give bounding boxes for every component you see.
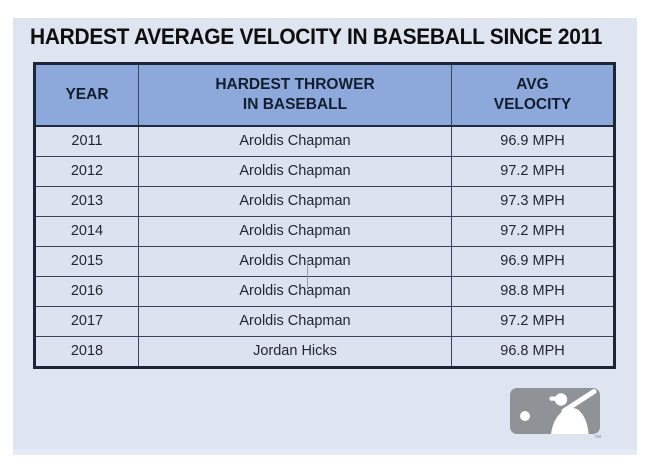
cell-year: 2013 bbox=[34, 186, 139, 217]
header-row: YEAR HARDEST THROWER IN BASEBALL AVG VEL… bbox=[34, 63, 615, 127]
header-line: VELOCITY bbox=[493, 96, 572, 113]
cell-thrower: Aroldis Chapman bbox=[138, 186, 452, 217]
cell-thrower: Aroldis Chapman bbox=[138, 216, 452, 247]
cell-velocity: 97.2 MPH bbox=[451, 306, 615, 337]
header-line: YEAR bbox=[65, 85, 109, 103]
cell-velocity: 96.9 MPH bbox=[451, 125, 615, 157]
col-header-velocity: AVG VELOCITY bbox=[451, 63, 615, 127]
header-line: HARDEST THROWER bbox=[215, 75, 375, 93]
trademark-symbol: ™ bbox=[594, 435, 601, 442]
cell-thrower: Aroldis Chapman bbox=[138, 276, 452, 307]
table-row: 2017 Aroldis Chapman 97.2 MPH bbox=[34, 306, 615, 337]
cell-year: 2018 bbox=[34, 336, 139, 368]
velocity-table: YEAR HARDEST THROWER IN BASEBALL AVG VEL… bbox=[33, 62, 616, 369]
cell-velocity: 97.2 MPH bbox=[451, 156, 615, 187]
col-header-year: YEAR bbox=[34, 63, 139, 127]
table-row: 2011 Aroldis Chapman 96.9 MPH bbox=[34, 125, 615, 157]
text-cursor-artifact bbox=[307, 262, 308, 289]
table-row: 2016 Aroldis Chapman 98.8 MPH bbox=[34, 276, 615, 307]
table-row: 2015 Aroldis Chapman 96.9 MPH bbox=[34, 246, 615, 277]
page-title: HARDEST AVERAGE VELOCITY IN BASEBALL SIN… bbox=[30, 24, 603, 49]
cell-velocity: 98.8 MPH bbox=[451, 276, 615, 307]
col-header-thrower: HARDEST THROWER IN BASEBALL bbox=[138, 63, 452, 127]
table-row: 2018 Jordan Hicks 96.8 MPH bbox=[34, 336, 615, 368]
cell-year: 2015 bbox=[34, 246, 139, 277]
cell-year: 2011 bbox=[34, 125, 139, 157]
cell-year: 2012 bbox=[34, 156, 139, 187]
cell-thrower: Aroldis Chapman bbox=[138, 306, 452, 337]
cell-thrower: Jordan Hicks bbox=[138, 336, 452, 368]
cell-velocity: 97.2 MPH bbox=[451, 216, 615, 247]
cell-thrower: Aroldis Chapman bbox=[138, 156, 452, 187]
cell-velocity: 97.3 MPH bbox=[451, 186, 615, 217]
cell-velocity: 96.9 MPH bbox=[451, 246, 615, 277]
infographic-card: HARDEST AVERAGE VELOCITY IN BASEBALL SIN… bbox=[13, 18, 637, 455]
header-line: AVG bbox=[516, 75, 549, 93]
table-row: 2014 Aroldis Chapman 97.2 MPH bbox=[34, 216, 615, 247]
cell-velocity: 96.8 MPH bbox=[451, 336, 615, 368]
cell-year: 2014 bbox=[34, 216, 139, 247]
mlb-logo: ™ bbox=[510, 388, 601, 442]
table-row: 2013 Aroldis Chapman 97.3 MPH bbox=[34, 186, 615, 217]
table-row: 2012 Aroldis Chapman 97.2 MPH bbox=[34, 156, 615, 187]
cell-year: 2017 bbox=[34, 306, 139, 337]
mlb-batter-icon bbox=[510, 388, 600, 434]
cell-year: 2016 bbox=[34, 276, 139, 307]
cell-thrower: Aroldis Chapman bbox=[138, 246, 452, 277]
header-line: IN BASEBALL bbox=[242, 96, 348, 113]
cell-thrower: Aroldis Chapman bbox=[138, 125, 452, 157]
